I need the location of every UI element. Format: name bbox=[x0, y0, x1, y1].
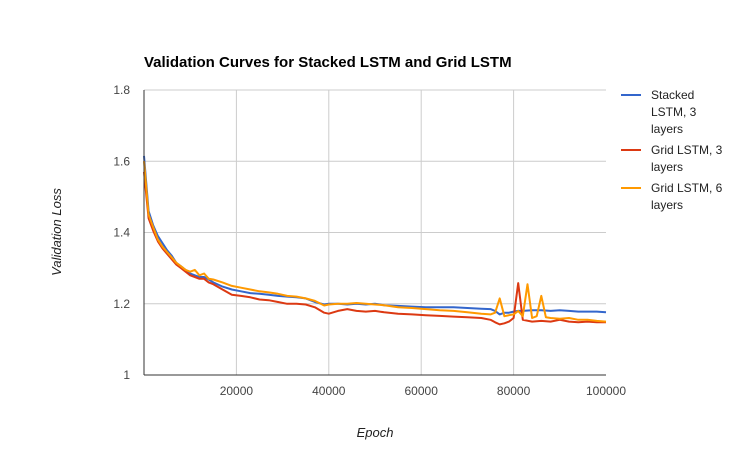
legend: Stacked LSTM, 3 layers Grid LSTM, 3 layers Gr… bbox=[621, 88, 723, 212]
y-tick-label: 1.8 bbox=[113, 83, 130, 97]
x-tick-label: 40000 bbox=[312, 384, 346, 398]
x-tick-label: 80000 bbox=[497, 384, 531, 398]
x-tick-label: 20000 bbox=[220, 384, 254, 398]
legend-entry-3: Grid LSTM, 6 layers bbox=[651, 181, 723, 212]
legend-entry-2: Grid LSTM, 3 layers bbox=[651, 143, 723, 174]
gridlines bbox=[144, 89, 606, 375]
y-tick-label: 1 bbox=[123, 368, 130, 382]
y-tick-label: 1.6 bbox=[113, 154, 130, 168]
series-line-3 bbox=[143, 161, 607, 323]
chart-title: Validation Curves for Stacked LSTM and G… bbox=[144, 54, 512, 71]
y-tick-label: 1.2 bbox=[113, 297, 130, 311]
axes: 1 1.2 1.4 1.6 1.8 20000 40000 60000 80000 100000 bbox=[113, 83, 626, 398]
series-line-2 bbox=[143, 171, 606, 326]
x-tick-label: 100000 bbox=[586, 384, 626, 398]
x-tick-label: 60000 bbox=[405, 384, 439, 398]
series-lines bbox=[143, 155, 607, 326]
legend-entry-1: Stacked LSTM, 3 layers bbox=[651, 88, 697, 136]
y-axis-label: Validation Loss bbox=[49, 188, 64, 276]
y-tick-label: 1.4 bbox=[113, 226, 130, 240]
x-axis-label: Epoch bbox=[357, 425, 394, 440]
